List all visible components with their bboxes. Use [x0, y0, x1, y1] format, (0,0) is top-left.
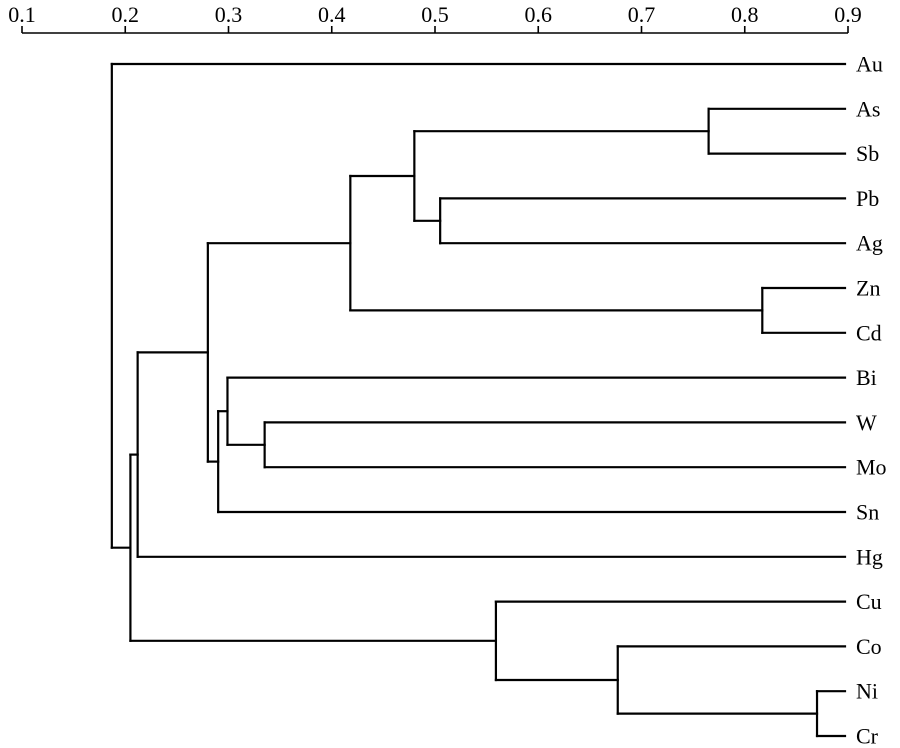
- leaf-label: Cr: [856, 724, 879, 748]
- dendrogram-tree: [110, 62, 847, 738]
- leaf-label: Pb: [856, 186, 879, 211]
- similarity-axis: 0.1 0.2 0.3 0.4 0.5 0.6 0.7 0.8 0.9: [8, 2, 862, 34]
- leaf-label: Hg: [856, 544, 883, 569]
- axis-tick-label: 0.3: [215, 2, 243, 27]
- leaf-label: Cu: [856, 589, 882, 614]
- leaf-label: Mo: [856, 455, 887, 480]
- leaf-label: Au: [856, 52, 883, 77]
- axis-tick-label: 0.1: [8, 2, 36, 27]
- leaf-label: Ni: [856, 679, 878, 704]
- leaf-label: Bi: [856, 365, 877, 390]
- axis-tick-label: 0.6: [525, 2, 553, 27]
- leaf-label: Sb: [856, 141, 879, 166]
- leaf-label: W: [856, 410, 877, 435]
- axis-tick-label: 0.4: [318, 2, 346, 27]
- leaf-label: Sn: [856, 500, 879, 525]
- axis-tick-label: 0.2: [112, 2, 140, 27]
- leaf-label: Co: [856, 634, 882, 659]
- leaf-label: As: [856, 96, 880, 121]
- leaf-label: Zn: [856, 276, 880, 301]
- leaf-labels: Au As Sb Pb Ag Zn Cd Bi W Mo Sn Hg Cu Co Ni Cr: [856, 52, 887, 748]
- axis-tick-label: 0.7: [628, 2, 656, 27]
- axis-tick-label: 0.9: [834, 2, 862, 27]
- leaf-label: Ag: [856, 231, 883, 256]
- axis-tick-label: 0.8: [731, 2, 759, 27]
- axis-tick-label: 0.5: [421, 2, 449, 27]
- leaf-label: Cd: [856, 320, 882, 345]
